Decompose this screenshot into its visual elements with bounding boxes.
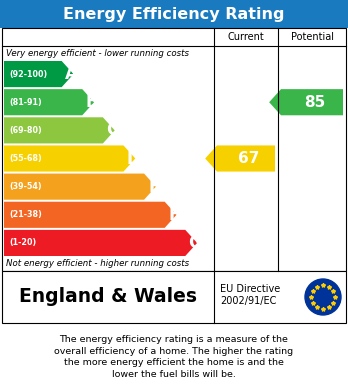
Text: (81-91): (81-91) [9,98,42,107]
Text: A: A [65,65,78,83]
Text: Energy Efficiency Rating: Energy Efficiency Rating [63,7,285,22]
Text: Not energy efficient - higher running costs: Not energy efficient - higher running co… [6,260,189,269]
Bar [2,271,346,323]
Polygon shape [269,89,343,115]
Text: (39-54): (39-54) [9,182,42,191]
Polygon shape [4,145,135,172]
Bar [2,28,346,271]
Text: G: G [188,234,202,252]
Text: (21-38): (21-38) [9,210,42,219]
Text: (1-20): (1-20) [9,239,36,248]
Polygon shape [4,117,115,143]
Text: England & Wales: England & Wales [19,287,197,307]
Text: C: C [106,121,119,139]
Text: F: F [169,206,180,224]
Text: B: B [86,93,98,111]
Polygon shape [4,61,73,87]
Polygon shape [4,230,197,256]
Polygon shape [4,174,156,200]
Polygon shape [4,202,176,228]
Text: 85: 85 [304,95,326,110]
Text: The energy efficiency rating is a measure of the
overall efficiency of a home. T: The energy efficiency rating is a measur… [54,335,294,379]
Text: (55-68): (55-68) [9,154,42,163]
Circle shape [305,279,341,315]
Text: (92-100): (92-100) [9,70,47,79]
Polygon shape [205,145,275,172]
Text: 67: 67 [238,151,260,166]
Text: D: D [126,149,140,167]
Text: Current: Current [228,32,264,42]
Bar [0,0,348,28]
Text: Very energy efficient - lower running costs: Very energy efficient - lower running co… [6,48,189,57]
Text: (69-80): (69-80) [9,126,42,135]
Text: Potential: Potential [291,32,333,42]
Text: E: E [148,178,160,196]
Polygon shape [4,89,94,115]
Text: EU Directive
2002/91/EC: EU Directive 2002/91/EC [220,284,280,306]
